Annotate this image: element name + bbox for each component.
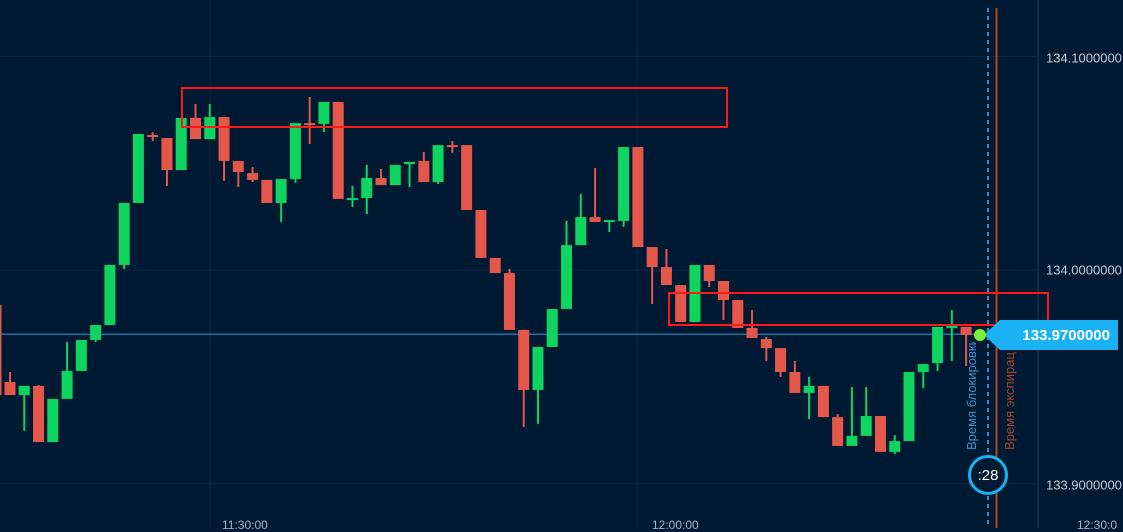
candle-body [289,123,301,180]
candle-body [4,382,16,396]
lock-time-label-wrap: Время блокировки [964,342,982,450]
candle-body [33,385,45,443]
candle-body [161,138,173,171]
candle-body [889,441,901,452]
candle-body [603,220,615,223]
candle-body [732,300,744,328]
candle-body [75,339,87,371]
candle-body [247,173,259,180]
candle-body [118,202,130,265]
candle-body [275,179,287,203]
candle-body [932,326,944,364]
candle-body [404,161,416,165]
candle-body [546,308,558,348]
resistance-zone-lower[interactable] [668,292,1049,326]
candle-body [318,101,330,124]
candle-body [147,135,159,138]
candle-body [389,164,401,186]
candle-body [204,117,216,140]
candle-body [332,101,344,199]
candle-body [132,133,144,203]
candle-body [660,267,672,286]
y-tick-label: 133.9000000 [1046,477,1122,493]
candle-body [475,210,487,258]
candle-body [632,147,644,248]
expiration-label-wrap: Время экспирации [1002,352,1020,450]
candle-body [0,304,2,396]
candle-body [175,117,187,171]
candle-body [104,264,116,325]
candle-body [304,123,316,126]
candle-body [589,217,601,223]
candle-body [18,385,30,396]
y-tick-label: 134.0000000 [1046,262,1122,278]
current-price-tag: 133.9700000 [984,320,1118,350]
x-tick-label: 11:30:00 [222,518,268,532]
candle-body [946,326,958,329]
candle-body [646,247,658,268]
candle-body [446,145,458,148]
candle-body [860,416,872,436]
y-tick-label: 134.1000000 [1046,50,1122,66]
candle-body [874,416,886,452]
candle-body [561,245,573,309]
current-price-dot [974,329,986,341]
candle-body [789,372,801,393]
resistance-zone-upper[interactable] [181,87,728,128]
candle-body [375,177,387,186]
candle-body [218,117,230,161]
candle-body [917,364,929,373]
candle-body [346,198,358,201]
expiration-label: Время экспирации [1002,352,1017,450]
x-tick-label: 12:30:0 [1077,518,1118,532]
candle-body [232,160,244,173]
candle-body [489,257,501,274]
candle-body [760,339,772,349]
candle-body [817,385,829,418]
lock-time-label: Время блокировки [964,342,979,450]
x-tick-label: 12:00:00 [652,518,699,532]
candle-body [675,285,687,323]
countdown-timer: :28 [968,455,1008,495]
timer-value: :28 [977,466,999,484]
candle-body [61,370,73,399]
candle-body [618,147,630,221]
candle-body [90,325,102,340]
candle-body [418,160,430,183]
candle-body [47,398,59,443]
candle-body [432,145,444,183]
candle-body [803,385,815,393]
candle-body [746,327,758,339]
candle-body [903,372,915,442]
candle-body [503,273,515,330]
candle-body [532,347,544,390]
candle-body [361,177,373,199]
candle-body [846,435,858,446]
candle-body [703,264,715,281]
candle-body [190,117,202,140]
candle-body [960,326,972,336]
candle-body [718,280,729,300]
candle-body [832,417,844,446]
candle-body [575,217,587,246]
candle-body [261,179,273,203]
candle-body [461,145,473,211]
candle-body [518,329,530,390]
candle-body [775,348,787,373]
current-price-value: 133.9700000 [1022,326,1110,344]
